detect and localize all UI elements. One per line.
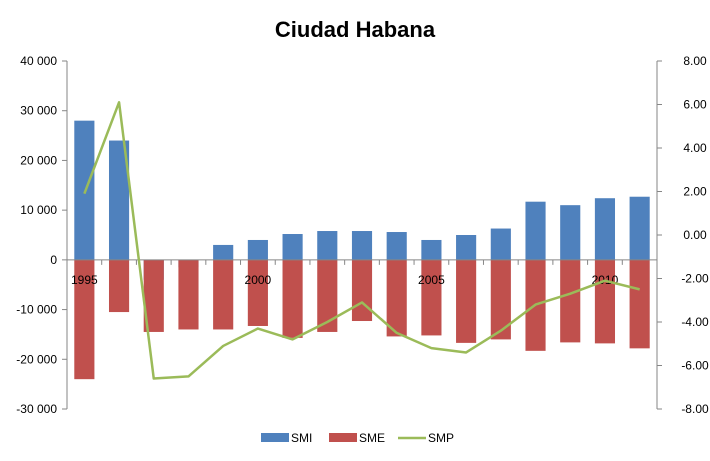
- legend-label-smi: SMI: [291, 431, 312, 445]
- bar-sme-1999: [213, 259, 234, 330]
- bar-smi-2004: [386, 232, 407, 260]
- x-tick-label: 2000: [245, 273, 272, 287]
- y-left-tick-label: -30 000: [16, 402, 57, 416]
- y-right-tick-label: -4.00: [681, 315, 709, 329]
- legend-label-sme: SME: [359, 431, 385, 445]
- bar-sme-2003: [351, 259, 373, 322]
- y-right-tick-label: 4.00: [683, 141, 707, 155]
- bar-smi-2009: [560, 205, 581, 260]
- bar-sme-2000: [247, 259, 268, 326]
- bar-sme-2001: [282, 259, 303, 338]
- bar-sme-1998: [178, 259, 199, 330]
- y-left-tick-label: 30 000: [20, 104, 57, 118]
- bar-sme-1995: [74, 259, 95, 380]
- y-right-tick-label: -8.00: [681, 402, 709, 416]
- legend: SMI SME SMP: [261, 431, 454, 445]
- y-right-tick-label: 6.00: [683, 98, 707, 112]
- y-right-tick-label: 0.00: [683, 228, 707, 242]
- y-left-tick-label: -20 000: [16, 352, 57, 366]
- legend-swatch-smi: [261, 433, 289, 442]
- y-right-tick-label: 8.00: [683, 54, 707, 68]
- bar-sme-2009: [560, 259, 581, 343]
- x-tick-label: 2005: [418, 273, 445, 287]
- y-right-tick-label: -2.00: [681, 272, 709, 286]
- y-left-tick-label: 40 000: [20, 54, 57, 68]
- bar-smi-1996: [108, 140, 130, 260]
- bar-smi-2007: [490, 228, 511, 260]
- y-left-tick-label: 10 000: [20, 203, 57, 217]
- bar-smi-2006: [456, 235, 477, 260]
- bar-sme-1997: [143, 259, 164, 332]
- bar-smi-2002: [317, 231, 338, 260]
- bar-smi-2001: [282, 234, 303, 260]
- bar-sme-2005: [421, 259, 442, 336]
- plot-area: -30 000 -20 000 -10 000 0 10 000 20 000 30 000…: [16, 54, 709, 416]
- bar-sme-1996: [108, 259, 130, 313]
- bar-smi-2010: [594, 198, 616, 260]
- y-left-tick-label: 20 000: [20, 153, 57, 167]
- bar-smi-2000: [247, 239, 268, 260]
- legend-label-smp: SMP: [428, 431, 454, 445]
- y-right-tick-label: -6.00: [681, 359, 709, 373]
- bar-smi-2011: [629, 196, 650, 260]
- bar-sme-2006: [456, 259, 477, 343]
- y-left-tick-label: 0: [50, 253, 57, 267]
- bar-smi-2003: [351, 231, 373, 260]
- bar-sme-2007: [490, 259, 511, 340]
- bar-sme-2011: [629, 259, 650, 349]
- bar-smi-2005: [421, 239, 442, 260]
- y-left-tick-label: -10 000: [16, 303, 57, 317]
- bar-sme-2004: [386, 259, 407, 337]
- x-tick-label: 1995: [71, 273, 98, 287]
- bar-smi-1999: [213, 244, 234, 260]
- y-right-tick-label: 2.00: [683, 185, 707, 199]
- legend-swatch-sme: [329, 433, 357, 442]
- bar-sme-2002: [317, 259, 338, 332]
- bar-smi-2008: [525, 201, 546, 260]
- chart-title: Ciudad Habana: [275, 17, 436, 42]
